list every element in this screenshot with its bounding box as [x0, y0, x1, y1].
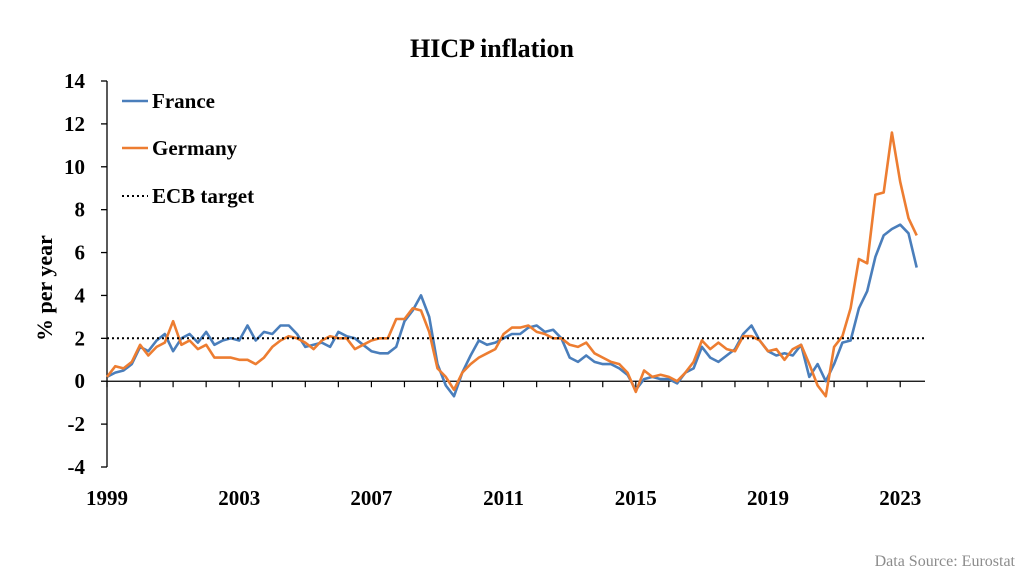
data-source-note: Data Source: Eurostat — [875, 553, 1016, 570]
legend-label: ECB target — [152, 184, 254, 208]
series-line-france — [106, 223, 918, 398]
y-tick-label: 2 — [75, 326, 86, 350]
x-tick-label: 2011 — [483, 486, 524, 510]
y-tick-label: 8 — [75, 198, 86, 222]
y-tick-label: 10 — [64, 155, 85, 179]
x-tick-label: 2015 — [615, 486, 657, 510]
x-tick-label: 1999 — [86, 486, 128, 510]
x-tick-label: 2019 — [747, 486, 789, 510]
series-line-germany — [105, 131, 918, 398]
x-tick-label: 2003 — [218, 486, 260, 510]
y-tick-label: 4 — [75, 283, 86, 307]
chart-title: HICP inflation — [410, 34, 575, 63]
series-lines — [105, 131, 925, 398]
y-tick-label: -4 — [68, 455, 86, 479]
legend: France Germany ECB target — [122, 89, 254, 208]
legend-label: France — [152, 89, 215, 113]
x-tick-label: 2023 — [879, 486, 921, 510]
y-tick-label: 6 — [75, 241, 86, 265]
y-tick-label: -2 — [68, 412, 86, 436]
y-axis-label: % per year — [32, 235, 57, 341]
legend-label: Germany — [152, 136, 238, 160]
y-tick-label: 14 — [64, 69, 86, 93]
y-tick-label: 0 — [75, 369, 86, 393]
y-tick-label: 12 — [64, 112, 85, 136]
x-tick-label: 2007 — [350, 486, 392, 510]
